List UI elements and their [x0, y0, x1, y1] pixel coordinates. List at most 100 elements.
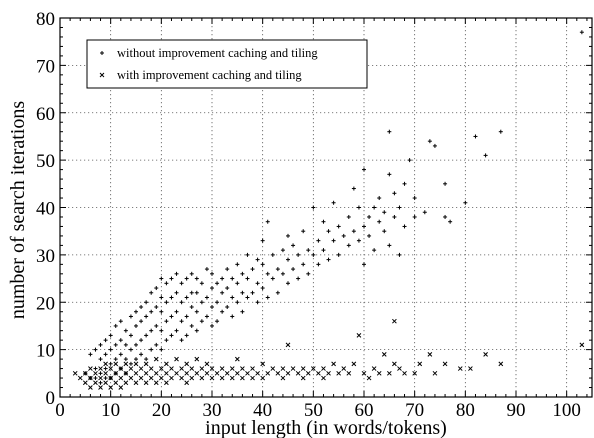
x-tick-label: 80 [456, 400, 475, 421]
legend-label-with: with improvement caching and tiling [117, 68, 302, 82]
point-with-caching [189, 366, 195, 371]
point-without-caching [184, 314, 189, 319]
point-with-caching [295, 370, 301, 376]
point-without-caching [250, 290, 255, 295]
point-without-caching [113, 342, 118, 347]
point-without-caching [215, 300, 220, 305]
point-with-caching [229, 366, 235, 371]
point-without-caching [230, 276, 235, 281]
point-with-caching [229, 375, 235, 381]
point-without-caching [123, 328, 128, 333]
point-without-caching [356, 205, 361, 210]
point-without-caching [412, 214, 417, 219]
point-without-caching [128, 347, 133, 352]
point-with-caching [300, 366, 306, 371]
point-without-caching [372, 205, 377, 210]
point-without-caching [346, 243, 351, 248]
point-without-caching [93, 366, 98, 371]
point-with-caching [77, 375, 83, 381]
point-with-caching [376, 370, 382, 376]
point-without-caching [270, 276, 275, 281]
point-with-caching [189, 375, 195, 381]
point-without-caching [189, 304, 194, 309]
point-without-caching [139, 352, 144, 357]
point-with-caching [250, 366, 255, 371]
point-without-caching [164, 281, 169, 286]
point-without-caching [356, 238, 361, 243]
point-with-caching [321, 366, 326, 371]
point-without-caching [432, 143, 437, 148]
point-with-caching [153, 356, 159, 362]
point-with-caching [88, 385, 93, 390]
point-without-caching [240, 271, 245, 276]
point-with-caching [199, 366, 205, 371]
point-without-caching [134, 357, 138, 362]
point-with-caching [123, 361, 129, 367]
point-with-caching [82, 370, 88, 376]
point-without-caching [220, 290, 225, 295]
point-without-caching [240, 290, 245, 295]
point-with-caching [402, 370, 407, 376]
point-without-caching [321, 219, 326, 224]
point-without-caching [134, 342, 138, 347]
point-without-caching [174, 271, 179, 276]
point-with-caching [164, 361, 169, 367]
point-without-caching [326, 257, 331, 262]
x-tick-label: 10 [101, 400, 120, 421]
point-with-caching [285, 342, 291, 348]
point-without-caching [265, 271, 270, 276]
point-without-caching [113, 357, 118, 362]
point-with-caching [153, 370, 159, 376]
y-tick-label: 0 [46, 388, 56, 409]
point-without-caching [210, 304, 214, 309]
point-without-caching [149, 290, 154, 295]
point-with-caching [118, 375, 124, 381]
point-without-caching [174, 309, 179, 314]
point-with-caching [98, 366, 103, 371]
point-without-caching [103, 338, 108, 343]
point-without-caching [336, 224, 341, 229]
point-without-caching [412, 196, 417, 201]
point-without-caching [245, 252, 250, 257]
point-without-caching [184, 295, 189, 300]
point-without-caching [199, 281, 204, 286]
point-without-caching [326, 229, 331, 234]
point-without-caching [351, 229, 356, 234]
point-without-caching [159, 309, 164, 314]
point-with-caching [82, 380, 88, 386]
point-with-caching [72, 370, 78, 376]
legend-label-without: without improvement caching and tiling [117, 46, 318, 60]
point-with-caching [164, 370, 169, 376]
point-with-caching [305, 370, 311, 376]
point-without-caching [220, 276, 225, 281]
point-with-caching [148, 375, 154, 381]
point-with-caching [148, 366, 154, 371]
point-without-caching [427, 139, 432, 144]
point-without-caching [204, 295, 209, 300]
point-with-caching [341, 366, 347, 371]
point-without-caching [220, 309, 225, 314]
point-without-caching [98, 380, 103, 385]
point-without-caching [387, 243, 392, 248]
point-without-caching [245, 295, 250, 300]
point-without-caching [149, 309, 154, 314]
point-with-caching [483, 352, 488, 357]
point-without-caching [245, 276, 250, 281]
point-with-caching [128, 366, 134, 371]
point-without-caching [291, 267, 296, 272]
point-without-caching [144, 314, 149, 319]
point-without-caching [103, 352, 108, 357]
point-with-caching [280, 375, 286, 381]
point-without-caching [260, 262, 265, 267]
point-without-caching [199, 300, 204, 305]
point-without-caching [128, 333, 133, 338]
x-tick-label: 40 [253, 400, 272, 421]
point-with-caching [204, 361, 210, 367]
point-with-caching [412, 370, 418, 376]
point-without-caching [498, 129, 503, 134]
point-with-caching [88, 375, 93, 381]
point-without-caching [108, 347, 113, 352]
point-with-caching [98, 375, 103, 381]
point-with-caching [209, 366, 215, 371]
point-without-caching [392, 214, 397, 219]
